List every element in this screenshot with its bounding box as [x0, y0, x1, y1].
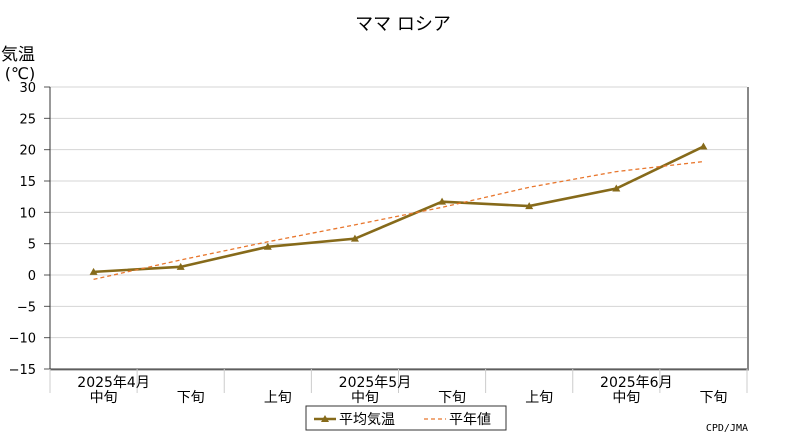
- series-point-marker: [263, 242, 272, 250]
- x-tick-label: 上旬: [525, 390, 553, 406]
- y-tick-label: 5: [28, 238, 36, 253]
- y-tick-label: −15: [9, 363, 36, 378]
- y-tick-label: −5: [17, 300, 36, 315]
- x-tick-label: 中旬: [612, 390, 640, 406]
- series-point-marker: [350, 234, 359, 242]
- legend-label-average: 平均気温: [339, 412, 395, 428]
- series-point-marker: [699, 142, 708, 150]
- y-tick-label: 0: [28, 269, 36, 284]
- x-tick-label: 上旬: [264, 390, 292, 406]
- legend-label-normal: 平年値: [449, 412, 491, 428]
- series-line-normal: [93, 160, 704, 281]
- y-tick-label: 30: [19, 81, 36, 96]
- series-point-marker: [438, 197, 447, 205]
- credit-label: CPD/JMA: [706, 423, 748, 434]
- month-label: 2025年5月: [339, 375, 412, 391]
- legend-box: [305, 405, 507, 431]
- x-tick-label: 中旬: [351, 390, 379, 406]
- plot-background: [50, 87, 747, 369]
- series-point-marker: [525, 202, 534, 210]
- y-tick-label: −10: [9, 332, 36, 347]
- month-label: 2025年4月: [77, 375, 150, 391]
- x-tick-label: 中旬: [90, 390, 118, 406]
- y-tick-label: 15: [19, 175, 36, 190]
- y-axis-label: 気温: [1, 45, 35, 65]
- y-axis-unit: (℃): [5, 64, 35, 83]
- x-tick-label: 下旬: [177, 390, 205, 406]
- x-tick-label: 下旬: [699, 390, 727, 406]
- series-point-marker: [612, 184, 621, 192]
- legend: 平均気温 平年値: [305, 405, 507, 431]
- series-point-marker: [176, 262, 185, 270]
- plot-area: 30 25 20 15 10 5 0 −5 −10 −15 中旬 下旬 上旬 中旬 下旬 上旬 中旬 下旬 2025…: [9, 81, 749, 406]
- series-line-average: [93, 145, 705, 274]
- x-tick-label: 下旬: [438, 390, 466, 406]
- y-tick-label: 20: [19, 144, 36, 159]
- chart-title: ママ ロシア: [355, 14, 451, 35]
- series-point-marker: [89, 267, 98, 275]
- y-tick-label: 10: [19, 206, 36, 221]
- y-tick-label: 25: [19, 112, 36, 127]
- legend-marker-average: [321, 415, 329, 422]
- month-label: 2025年6月: [600, 375, 673, 391]
